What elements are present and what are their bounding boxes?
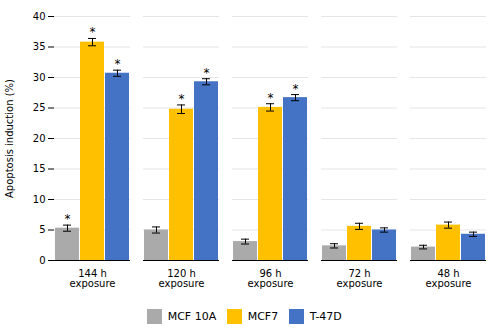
svg-text:120 hexposure: 120 hexposure — [159, 268, 205, 289]
svg-text:*: * — [293, 82, 299, 96]
svg-text:*: * — [90, 25, 96, 39]
html-text:T-47D: T-47D — [309, 310, 342, 323]
svg-text:20: 20 — [33, 133, 46, 144]
svg-text:*: * — [65, 212, 71, 226]
svg-text:72 hexposure: 72 hexposure — [337, 268, 383, 289]
html-text:MCF7: MCF7 — [247, 310, 279, 323]
svg-text:Apoptosis induction (%): Apoptosis induction (%) — [4, 79, 15, 198]
svg-text:40: 40 — [33, 11, 46, 22]
svg-text:30: 30 — [33, 72, 46, 83]
svg-text:35: 35 — [33, 41, 46, 52]
html-text:MCF 10A: MCF 10A — [167, 310, 217, 323]
svg-text:15: 15 — [33, 163, 46, 174]
svg-text:*: * — [268, 91, 274, 105]
svg-text:10: 10 — [33, 194, 46, 205]
svg-text:25: 25 — [33, 102, 46, 113]
svg-text:*: * — [179, 92, 185, 106]
svg-text:144 hexposure: 144 hexposure — [70, 268, 116, 289]
svg-text:5: 5 — [39, 224, 45, 235]
svg-text:0: 0 — [39, 255, 45, 266]
svg-text:*: * — [115, 57, 121, 71]
svg-text:96 hexposure: 96 hexposure — [248, 268, 294, 289]
svg-text:48 hexposure: 48 hexposure — [426, 268, 472, 289]
svg-text:*: * — [204, 66, 210, 80]
